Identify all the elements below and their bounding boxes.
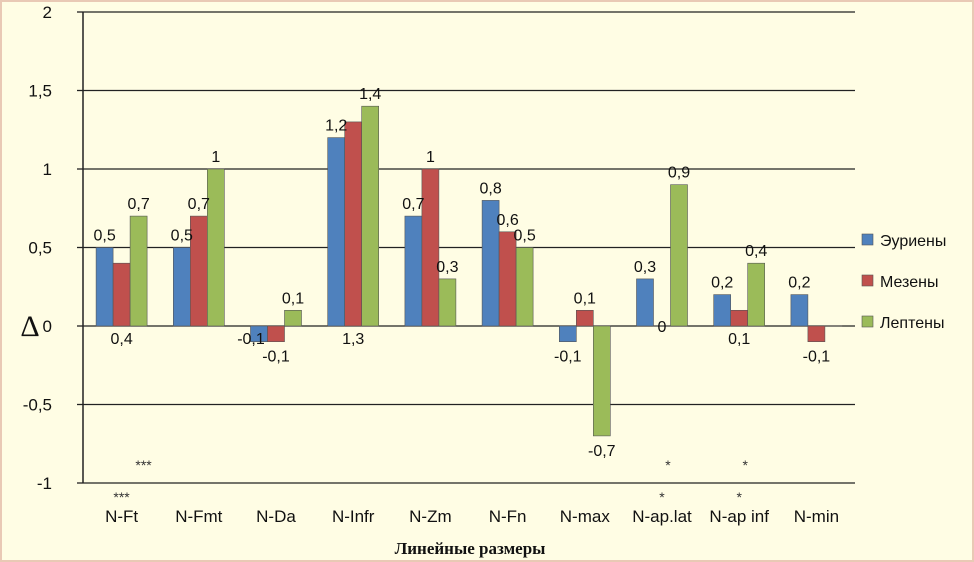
data-label: 0,5 [171, 228, 193, 245]
y-tick-label: 1,5 [28, 82, 52, 101]
data-label: 0,4 [745, 243, 767, 260]
legend-swatch [861, 233, 874, 246]
data-label: 0 [658, 319, 667, 336]
x-tick-label: N-ap.lat [632, 507, 692, 526]
data-label: -0,1 [262, 349, 290, 366]
data-label: 1,2 [325, 118, 347, 135]
bar-1 [267, 325, 285, 342]
data-label: 1,3 [342, 331, 364, 348]
x-tick-label: N-Fn [489, 507, 527, 526]
data-label: 1 [426, 149, 435, 166]
data-label: 0,8 [479, 180, 501, 197]
x-tick-label: N-Fmt [175, 507, 222, 526]
x-tick-label: N-Da [256, 507, 296, 526]
bar-2 [129, 215, 148, 327]
bar-1 [575, 309, 594, 327]
bar-1 [112, 262, 131, 327]
x-axis-label: Линейные размеры [395, 539, 546, 558]
data-label: 0,7 [127, 196, 149, 213]
bar-2 [670, 184, 688, 327]
significance-marker: *** [113, 489, 130, 505]
y-tick-label: 2 [43, 3, 52, 22]
data-label: 0,1 [282, 290, 304, 307]
legend-label: Мезены [880, 274, 938, 291]
x-tick-label: N-Zm [409, 507, 451, 526]
data-label: 0,1 [574, 290, 596, 307]
y-axis-label: Δ [20, 310, 39, 343]
legend-swatch [861, 315, 874, 328]
data-label: 0,3 [436, 259, 458, 276]
significance-marker: * [665, 457, 671, 473]
bar-2 [207, 168, 225, 327]
bar-2 [284, 309, 302, 327]
bar-0 [95, 247, 114, 327]
data-label: 0,1 [728, 331, 750, 348]
data-label: 0,4 [110, 331, 132, 348]
data-label: 0,5 [93, 228, 115, 245]
bar-0 [558, 325, 577, 342]
bar-2 [361, 105, 380, 327]
data-label: -0,1 [554, 349, 582, 366]
x-tick-label: N-max [560, 507, 611, 526]
significance-marker: * [659, 489, 665, 505]
significance-marker: * [742, 457, 748, 473]
legend-label: Лептены [880, 315, 944, 332]
bar-0 [713, 294, 732, 327]
x-tick-label: N-min [794, 507, 839, 526]
y-tick-label: -1 [37, 474, 52, 493]
significance-marker: *** [135, 457, 152, 473]
bar-1 [344, 121, 363, 327]
bar-0 [404, 215, 423, 327]
bar-1 [730, 309, 749, 327]
bar-2 [747, 262, 766, 327]
data-label: 0,5 [513, 228, 535, 245]
data-label: 1,4 [359, 86, 381, 103]
bar-1 [498, 231, 517, 327]
bar-0 [790, 294, 809, 327]
bar-0 [636, 278, 654, 327]
data-label: 0,2 [711, 275, 733, 292]
x-tick-label: N-Ft [105, 507, 138, 526]
x-tick-label: N-ap inf [709, 507, 769, 526]
y-tick-label: 0,5 [28, 239, 52, 258]
bar-0 [327, 137, 346, 327]
data-label: 0,6 [496, 212, 518, 229]
y-tick-label: 0 [43, 317, 52, 336]
data-label: 1 [211, 149, 220, 166]
data-label: -0,7 [588, 443, 616, 460]
bar-2 [515, 247, 534, 327]
legend-label: Эуриены [880, 233, 946, 250]
data-label: 0,9 [668, 165, 690, 182]
data-label: 0,3 [634, 259, 656, 276]
legend-swatch [861, 274, 874, 287]
y-tick-label: 1 [43, 160, 52, 179]
x-tick-label: N-Infr [332, 507, 375, 526]
data-label: 0,2 [788, 275, 810, 292]
data-label: 0,7 [402, 196, 424, 213]
y-tick-label: -0,5 [23, 396, 52, 415]
data-label: 0,7 [188, 196, 210, 213]
bar-0 [173, 247, 191, 327]
bar-2 [592, 325, 611, 437]
bar-2 [438, 278, 457, 327]
significance-marker: * [736, 489, 742, 505]
data-label: -0,1 [803, 349, 831, 366]
data-label: -0,1 [237, 331, 265, 348]
bar-1 [421, 168, 440, 327]
bar-1 [807, 325, 826, 342]
